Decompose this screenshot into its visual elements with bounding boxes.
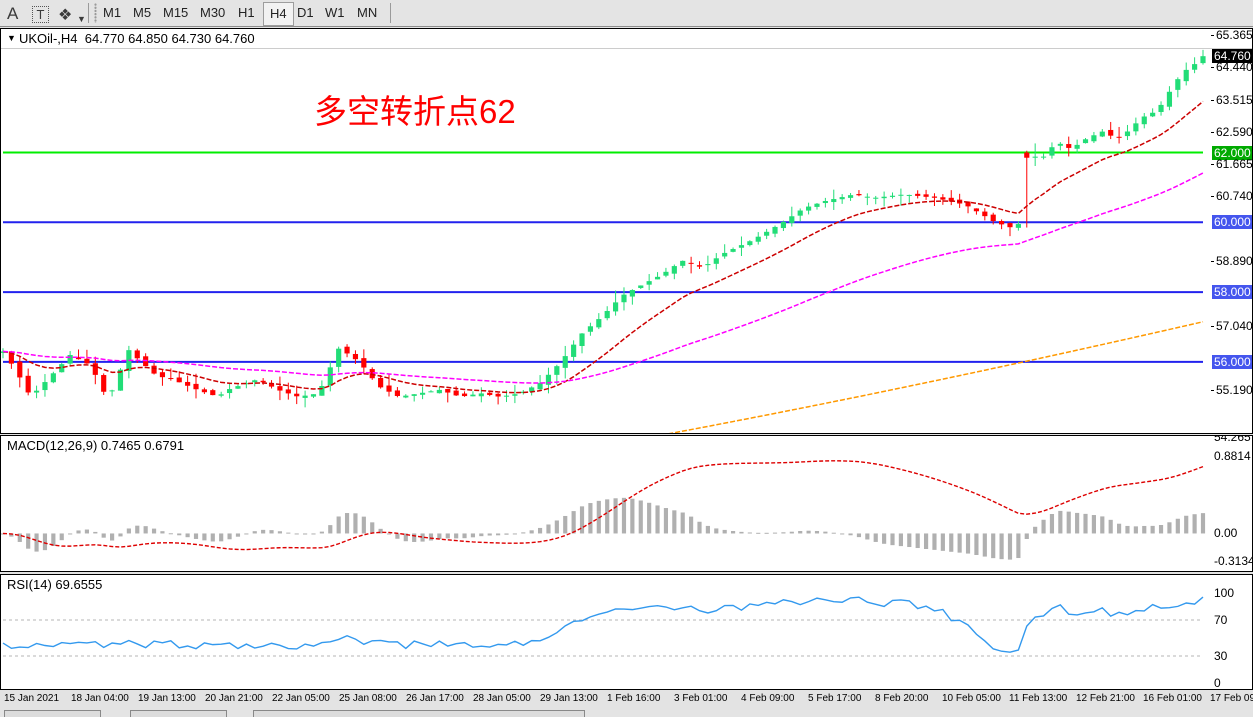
svg-text:多空转折点62: 多空转折点62 [314, 93, 516, 130]
